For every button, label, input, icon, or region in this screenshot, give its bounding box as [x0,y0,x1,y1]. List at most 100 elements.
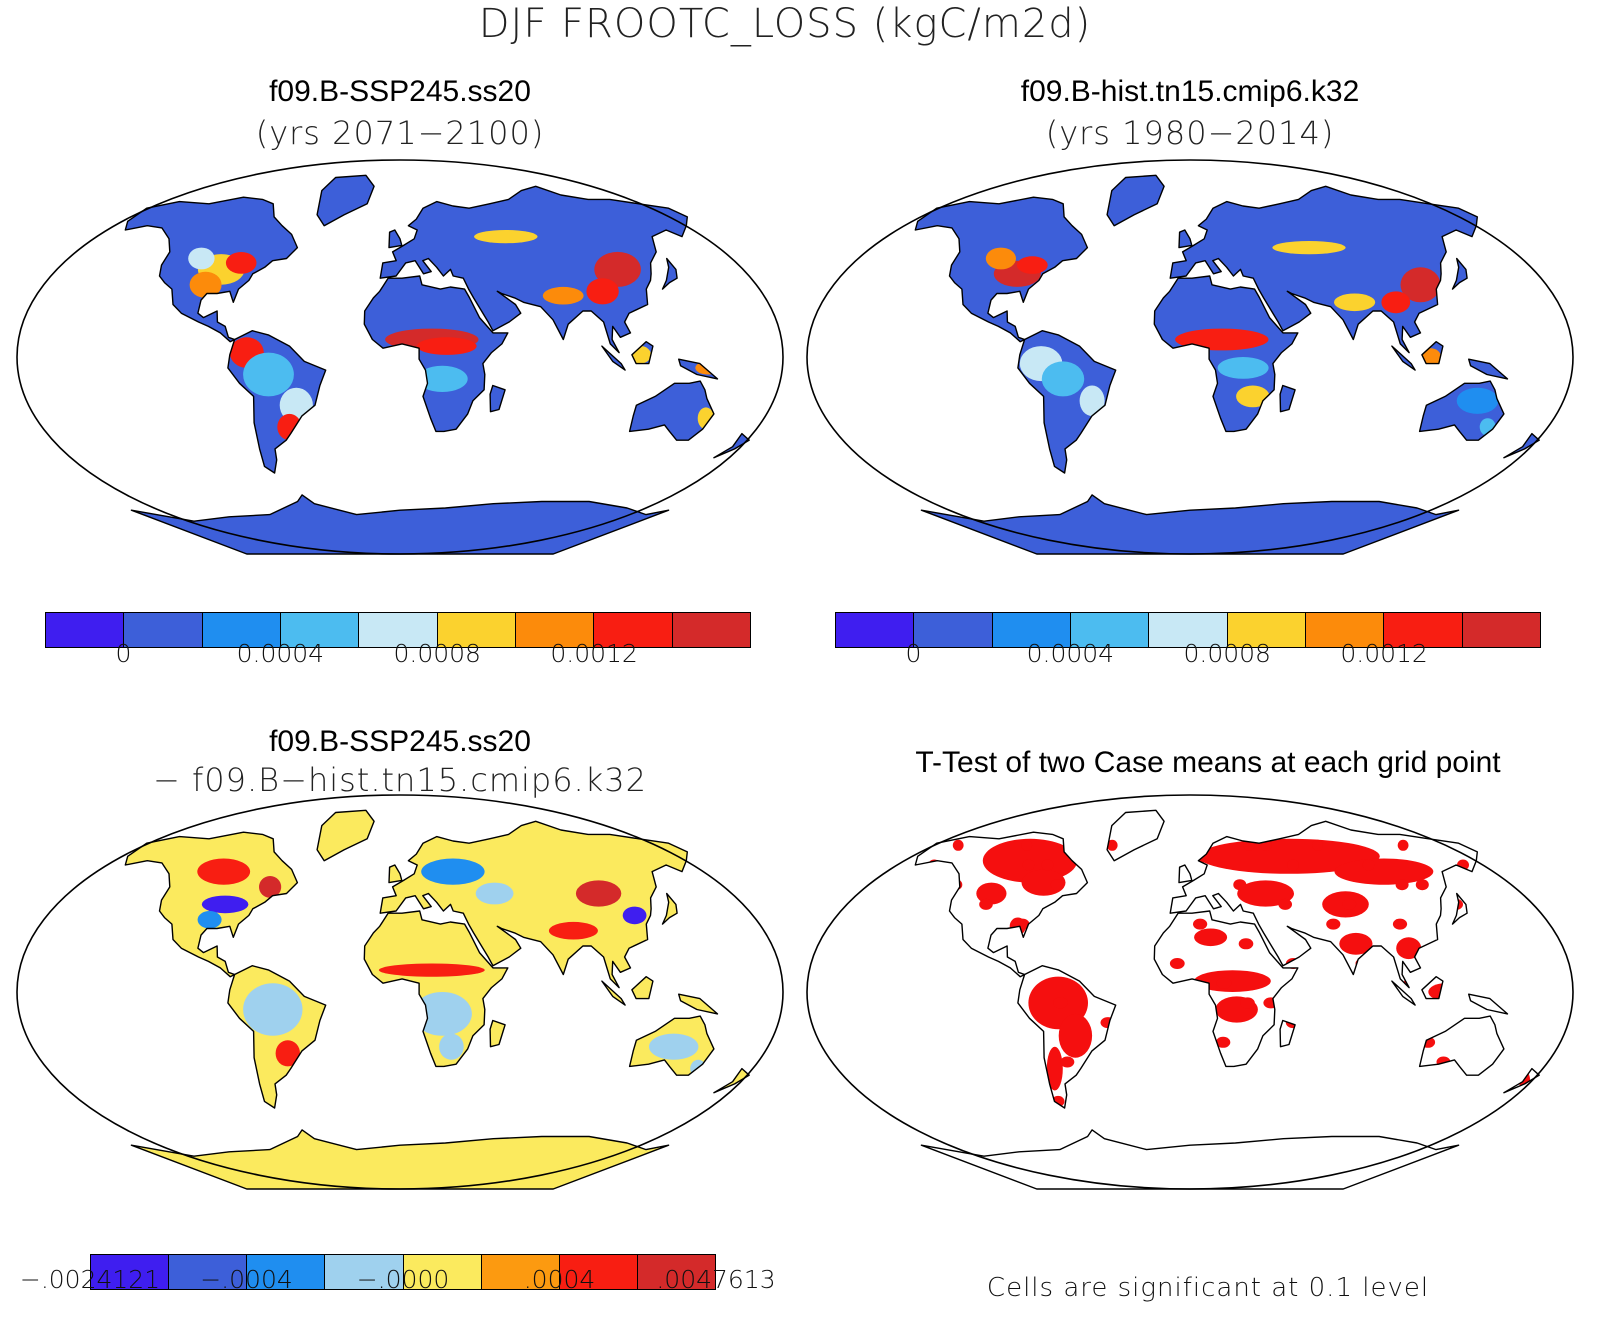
coastline-sumatra [1391,980,1416,1006]
land-antarctica [131,494,669,554]
coastline-australia [628,1015,715,1076]
coastline-sa [1017,965,1117,1109]
significant-cell [1060,1056,1075,1068]
colorbar-tick-label: 0.0012 [550,639,638,668]
map-panel-control [806,159,1574,555]
coastline-eurasia [379,820,688,989]
colorbar-cell [46,613,125,647]
field-patch [542,286,584,305]
map-border [806,794,1574,1190]
land-borneo [631,976,653,999]
land-nz [713,433,750,458]
map-border [16,159,784,555]
colorbar-cell [359,613,438,647]
field-patch [189,271,222,298]
coastline-sa [227,965,327,1109]
land-field [125,810,750,1189]
significant-cell [1326,918,1341,930]
coastline-japan [1451,257,1468,290]
significant-cell [1216,977,1232,989]
land-madagascar [490,1020,506,1047]
coastline-africa [1153,275,1299,433]
coastline-sumatra [1391,345,1416,371]
land-antarctica [921,1129,1459,1189]
field-patch [421,858,485,885]
field-patch [1236,385,1270,408]
significant-cell [1021,839,1033,851]
field-patch [649,1033,699,1060]
field-patch [259,876,282,898]
field-patch [439,1033,464,1060]
map-border [806,159,1574,555]
field-patch [575,880,622,907]
significant-cell [1041,859,1054,871]
panel-difference-title: f09.B-SSP245.ss20 [269,725,531,758]
colorbar-cell [481,1255,560,1289]
colorbar-cell [559,1255,638,1289]
land-greenland [317,175,375,226]
colorbar-cell [1384,613,1463,647]
land-ng [1468,994,1508,1014]
colorbar-cell [1149,613,1228,647]
land-africa [364,911,508,1067]
significant-cell [1278,898,1292,910]
significant-cell [1169,958,1185,969]
field-patch [201,895,249,914]
field-patch [622,906,647,925]
field-patch [1456,387,1499,414]
panel-test-subtitle: (yrs 2071−2100) [255,114,545,152]
colorbar-cell [515,613,595,647]
field-patch [197,911,222,929]
colorbar-cell [836,613,915,647]
coastline-australia [1418,380,1505,441]
land-field [915,175,1540,554]
coastline-uk [1178,229,1193,249]
panel-ttest-title: T-Test of two Case means at each grid po… [915,746,1501,779]
land-uk [389,865,402,883]
land-australia [629,381,714,441]
colorbar-cell [1462,613,1540,647]
field-patch [275,1040,300,1067]
coastline-na [914,831,1089,978]
field-patch [474,230,538,244]
land-nz [1503,1068,1540,1093]
significant-cell [1215,1036,1231,1048]
coastline-borneo [1421,976,1444,1000]
field-patch [548,921,598,940]
colorbar-cell [672,613,750,647]
field-patch [417,337,477,355]
coastline-africa [363,275,509,433]
significant-cell [952,839,964,851]
coastline-australia [628,380,715,441]
coastline-uk [388,229,403,249]
significant-cell [1238,938,1254,950]
field-patch [1041,361,1085,397]
land-greenland [1107,810,1165,861]
significant-cell [1240,997,1255,1009]
field-patch [1334,293,1376,312]
coastline-eurasia [379,185,688,354]
map-panel-test [16,159,784,555]
coastline-madagascar [1279,1019,1296,1048]
colorbar-cell [1305,613,1385,647]
field-patch [586,278,619,305]
coastline-madagascar [1279,384,1296,413]
colorbar-cell [914,613,993,647]
field-patch [1058,1013,1093,1058]
colorbar-tick-label: 0.0008 [1183,639,1271,668]
colorbar-tick-label: 0 [115,639,132,668]
colorbar-tick-label: 0.0004 [1026,639,1115,668]
coastline-sa [227,330,327,474]
significant-cell [1053,997,1068,1009]
field-patch [976,882,1007,905]
coastline-sa [1017,330,1117,474]
coastline-ng [678,993,719,1015]
coastline-japan [661,892,678,925]
panel-difference-subtitle: − f09.B−hist.tn15.cmip6.k32 [153,761,647,799]
colorbar-tick-label: 0 [905,639,922,668]
coastline-japan [661,257,678,290]
land-antarctica [921,494,1459,554]
field-patch [1016,256,1048,274]
coastline-japan [1451,892,1468,925]
